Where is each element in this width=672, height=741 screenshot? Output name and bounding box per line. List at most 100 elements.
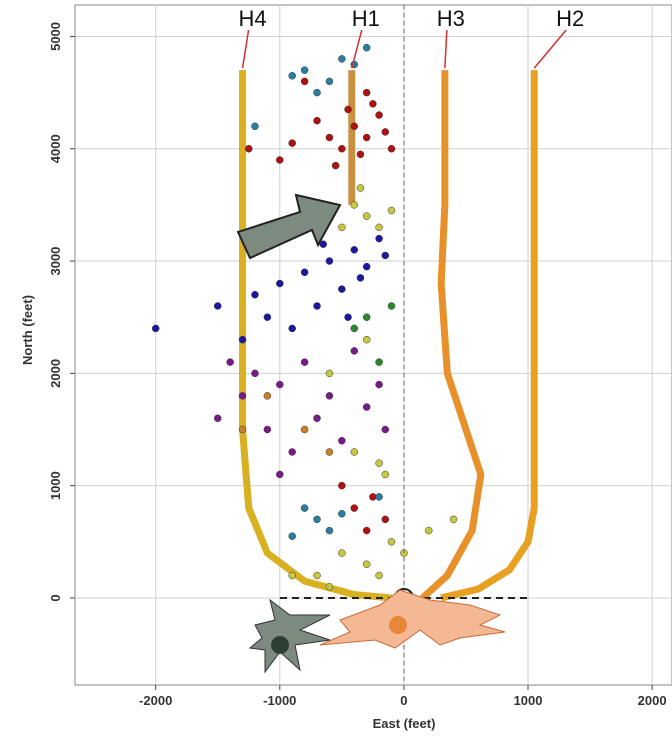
event-point xyxy=(276,470,284,479)
event-point xyxy=(350,201,359,209)
event-point xyxy=(356,150,365,159)
x-tick-label: 1000 xyxy=(514,693,543,708)
frac-burst xyxy=(319,589,506,649)
event-point xyxy=(288,532,296,540)
event-point xyxy=(276,380,284,389)
y-axis-label: North (feet) xyxy=(20,295,35,365)
event-point xyxy=(356,184,365,192)
x-tick-label: -1000 xyxy=(263,693,296,708)
source-dot xyxy=(271,636,289,654)
well-label: H4 xyxy=(238,6,266,31)
event-point xyxy=(313,88,321,97)
event-point xyxy=(375,380,383,389)
event-point xyxy=(325,526,334,535)
event-point xyxy=(362,262,371,271)
y-tick-label: 1000 xyxy=(48,471,63,500)
event-point xyxy=(387,538,396,546)
event-point xyxy=(213,414,222,423)
event-point xyxy=(375,571,383,580)
event-point xyxy=(263,313,272,321)
event-point xyxy=(288,448,296,456)
event-point xyxy=(276,156,284,164)
event-point xyxy=(325,257,334,265)
event-point xyxy=(362,403,371,411)
event-point xyxy=(424,526,433,535)
event-point xyxy=(238,335,247,344)
event-point xyxy=(387,144,396,153)
event-point xyxy=(375,223,383,232)
event-point xyxy=(288,139,296,147)
x-axis-label: East (feet) xyxy=(373,716,436,731)
event-point xyxy=(350,122,359,131)
arrow xyxy=(236,193,342,260)
event-point xyxy=(362,88,371,97)
event-point xyxy=(362,212,371,220)
event-point xyxy=(387,302,396,310)
well-path xyxy=(440,70,538,602)
well-label: H1 xyxy=(352,6,380,31)
event-point xyxy=(251,290,259,299)
event-point xyxy=(300,77,309,86)
event-point xyxy=(338,285,346,293)
well-label: H2 xyxy=(556,6,584,31)
event-point xyxy=(381,470,390,479)
event-point xyxy=(325,448,334,456)
y-tick-label: 2000 xyxy=(48,359,63,388)
plot-area xyxy=(74,4,672,686)
event-point xyxy=(381,425,390,434)
event-point xyxy=(362,133,371,142)
label-arrow xyxy=(241,29,250,69)
well-label: H3 xyxy=(437,6,465,31)
event-point xyxy=(338,55,346,63)
event-point xyxy=(251,369,259,378)
event-point xyxy=(350,504,359,512)
event-point xyxy=(381,128,390,136)
event-point xyxy=(369,100,377,108)
y-tick-label: 3000 xyxy=(48,247,63,276)
event-point xyxy=(344,313,352,321)
event-point xyxy=(313,116,321,125)
event-point xyxy=(362,313,371,321)
event-point xyxy=(276,279,284,288)
event-point xyxy=(356,274,365,282)
event-point xyxy=(338,144,346,153)
event-point xyxy=(350,347,359,355)
event-point xyxy=(375,358,383,366)
event-point xyxy=(331,161,340,170)
x-tick-label: 2000 xyxy=(638,693,667,708)
y-tick-label: 5000 xyxy=(48,22,63,51)
event-point xyxy=(325,133,334,142)
label-arrow xyxy=(533,29,567,69)
event-point xyxy=(338,509,346,518)
frac-dot xyxy=(389,616,407,634)
event-point xyxy=(300,504,309,512)
event-point xyxy=(325,369,334,378)
event-point xyxy=(375,493,383,501)
event-point xyxy=(313,302,321,310)
event-point xyxy=(319,240,327,248)
event-point xyxy=(300,66,309,74)
event-point xyxy=(338,549,346,557)
event-point xyxy=(387,206,396,215)
source-burst xyxy=(248,598,331,674)
x-tick-label: -2000 xyxy=(139,693,172,708)
event-point xyxy=(375,111,383,119)
event-point xyxy=(300,358,309,366)
event-point xyxy=(369,493,377,501)
event-point xyxy=(300,268,309,277)
label-arrow xyxy=(444,29,448,69)
event-point xyxy=(288,324,296,333)
event-point xyxy=(288,571,296,580)
event-point xyxy=(288,72,296,80)
event-point xyxy=(344,105,352,114)
event-point xyxy=(313,571,321,580)
event-point xyxy=(381,251,390,260)
event-point xyxy=(313,515,321,524)
event-point xyxy=(362,526,371,535)
event-point xyxy=(263,392,272,400)
event-point xyxy=(381,515,390,524)
well-path xyxy=(420,70,485,601)
event-point xyxy=(325,582,334,591)
event-point xyxy=(325,392,334,400)
